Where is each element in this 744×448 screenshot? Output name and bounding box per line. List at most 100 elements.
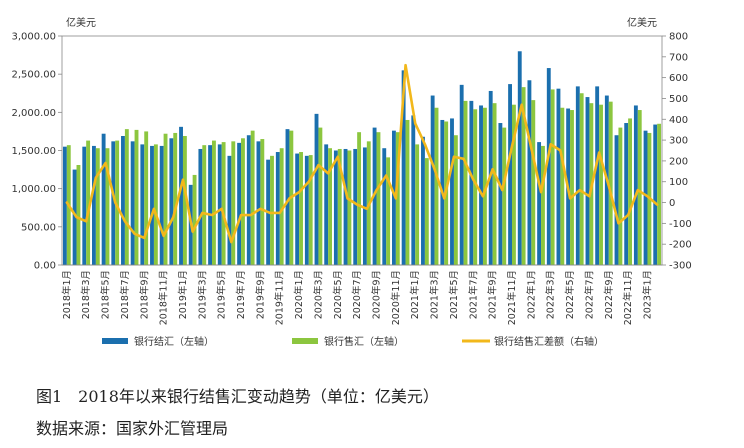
bar-sales — [376, 132, 381, 265]
bar-settlement — [537, 142, 542, 265]
right-axis-unit: 亿美元 — [627, 16, 657, 29]
bar-sales — [250, 130, 255, 265]
bar-settlement — [517, 51, 522, 265]
bar-settlement — [140, 144, 145, 265]
right-axis-tick-label: -300 — [669, 261, 692, 272]
bar-settlement — [179, 126, 183, 265]
bar-sales — [192, 174, 197, 265]
bar-settlement — [159, 145, 164, 265]
bar-sales — [221, 142, 226, 265]
bar-settlement — [227, 155, 232, 265]
bar-settlement — [411, 115, 416, 265]
x-axis-tick-label: 2019年7月 — [235, 270, 247, 319]
bar-sales — [115, 140, 120, 265]
bar-settlement — [295, 153, 300, 265]
right-axis-tick-label: 200 — [669, 156, 688, 167]
right-axis-tick-label: 500 — [669, 94, 688, 105]
legend-label: 银行结汇（左轴） — [134, 335, 214, 348]
bar-sales — [347, 150, 352, 265]
bar-sales — [453, 135, 458, 265]
bar-settlement — [527, 80, 532, 266]
bar-settlement — [430, 95, 435, 265]
bar-sales — [463, 100, 468, 265]
x-axis-tick-label: 2020年1月 — [293, 270, 305, 319]
bar-settlement — [72, 169, 77, 265]
bar-sales — [550, 89, 555, 266]
bar-settlement — [401, 70, 406, 265]
x-axis-tick-label: 2022年3月 — [545, 270, 557, 319]
right-axis-tick-label: -100 — [669, 219, 692, 230]
legend-swatch — [292, 338, 318, 344]
x-axis-tick-label: 2022年5月 — [564, 270, 576, 319]
bar-settlement — [508, 84, 512, 265]
line-net-settlement — [65, 63, 659, 244]
bar-settlement — [382, 148, 387, 265]
bar-settlement — [643, 130, 648, 265]
x-axis-tick-label: 2018年3月 — [80, 270, 92, 319]
right-axis-tick-label: 800 — [669, 32, 688, 43]
bar-sales — [337, 148, 342, 265]
bar-settlement — [333, 150, 338, 265]
x-axis-tick-label: 2020年3月 — [312, 270, 324, 319]
right-axis-tick-label: 600 — [669, 73, 688, 84]
left-axis-tick-label: 2,500.00 — [11, 70, 56, 81]
bar-sales — [560, 107, 565, 265]
bar-settlement — [585, 97, 590, 265]
x-axis-tick-label: 2019年11月 — [274, 270, 286, 325]
bar-sales — [579, 93, 584, 265]
bar-sales — [521, 87, 526, 265]
bar-sales — [618, 127, 623, 265]
figure-caption: 图1 2018年以来银行结售汇变动趋势（单位：亿美元） — [36, 387, 439, 406]
bar-sales — [95, 148, 100, 265]
bar-sales — [415, 144, 420, 265]
bar-sales — [386, 157, 391, 265]
left-axis-unit: 亿美元 — [66, 16, 96, 29]
bar-settlement — [575, 86, 580, 265]
bar-settlement — [469, 100, 474, 265]
bar-settlement — [546, 68, 551, 265]
x-axis-tick-label: 2018年7月 — [119, 270, 131, 319]
left-axis-tick-label: 0.00 — [34, 261, 56, 272]
x-axis-tick-label: 2019年1月 — [177, 270, 189, 319]
bar-settlement — [633, 105, 638, 266]
bar-settlement — [62, 146, 67, 265]
bar-settlement — [101, 133, 106, 265]
bar-sales — [608, 101, 613, 266]
x-axis-tick-label: 2021年11月 — [506, 270, 518, 325]
bar-sales — [308, 155, 313, 265]
bar-settlement — [614, 135, 619, 265]
left-axis-tick-label: 500.00 — [21, 222, 56, 233]
bar-settlement — [169, 138, 174, 265]
bar-settlement — [343, 148, 348, 265]
bar-settlement — [237, 142, 242, 265]
right-axis-tick-label: -200 — [669, 240, 692, 251]
bar-sales — [482, 107, 487, 265]
bar-settlement — [130, 141, 135, 265]
bar-sales — [541, 145, 545, 265]
bar-settlement — [111, 141, 116, 265]
right-axis-tick-label: 400 — [669, 115, 688, 126]
bar-sales — [163, 133, 168, 265]
bar-settlement — [275, 152, 280, 265]
x-axis-tick-label: 2023年1月 — [641, 270, 653, 319]
bar-settlement — [459, 84, 464, 265]
x-axis-tick-label: 2021年7月 — [467, 270, 479, 319]
x-axis-tick-label: 2022年11月 — [622, 270, 634, 325]
bar-sales — [502, 127, 507, 265]
bar-sales — [599, 104, 603, 265]
bar-sales — [86, 140, 91, 265]
right-axis-tick-label: 300 — [669, 136, 688, 147]
bar-sales — [531, 100, 536, 266]
left-axis-tick-label: 1,000.00 — [11, 184, 56, 195]
bar-sales — [473, 109, 478, 265]
x-axis-tick-label: 2022年1月 — [525, 270, 537, 319]
bar-settlement — [314, 113, 319, 265]
bar-sales — [434, 107, 439, 265]
bar-sales — [492, 103, 497, 265]
bar-sales — [279, 148, 284, 265]
right-axis-tick-label: 100 — [669, 177, 688, 188]
bar-sales — [357, 132, 362, 265]
bar-sales — [405, 119, 410, 265]
x-axis-tick-label: 2021年3月 — [429, 270, 441, 319]
right-axis-tick-label: 700 — [669, 52, 688, 63]
